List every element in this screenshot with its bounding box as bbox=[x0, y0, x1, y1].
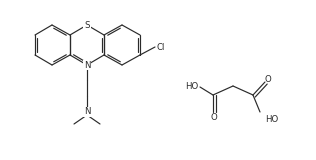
Text: O: O bbox=[211, 112, 217, 121]
Text: N: N bbox=[84, 108, 90, 116]
Text: S: S bbox=[84, 20, 90, 29]
Text: Cl: Cl bbox=[157, 43, 165, 52]
Text: HO: HO bbox=[265, 116, 278, 124]
Text: HO: HO bbox=[185, 81, 198, 91]
Text: N: N bbox=[84, 60, 90, 69]
Text: O: O bbox=[264, 75, 271, 84]
